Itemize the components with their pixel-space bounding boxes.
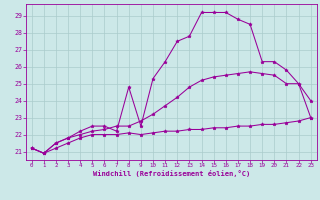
X-axis label: Windchill (Refroidissement éolien,°C): Windchill (Refroidissement éolien,°C) xyxy=(92,170,250,177)
